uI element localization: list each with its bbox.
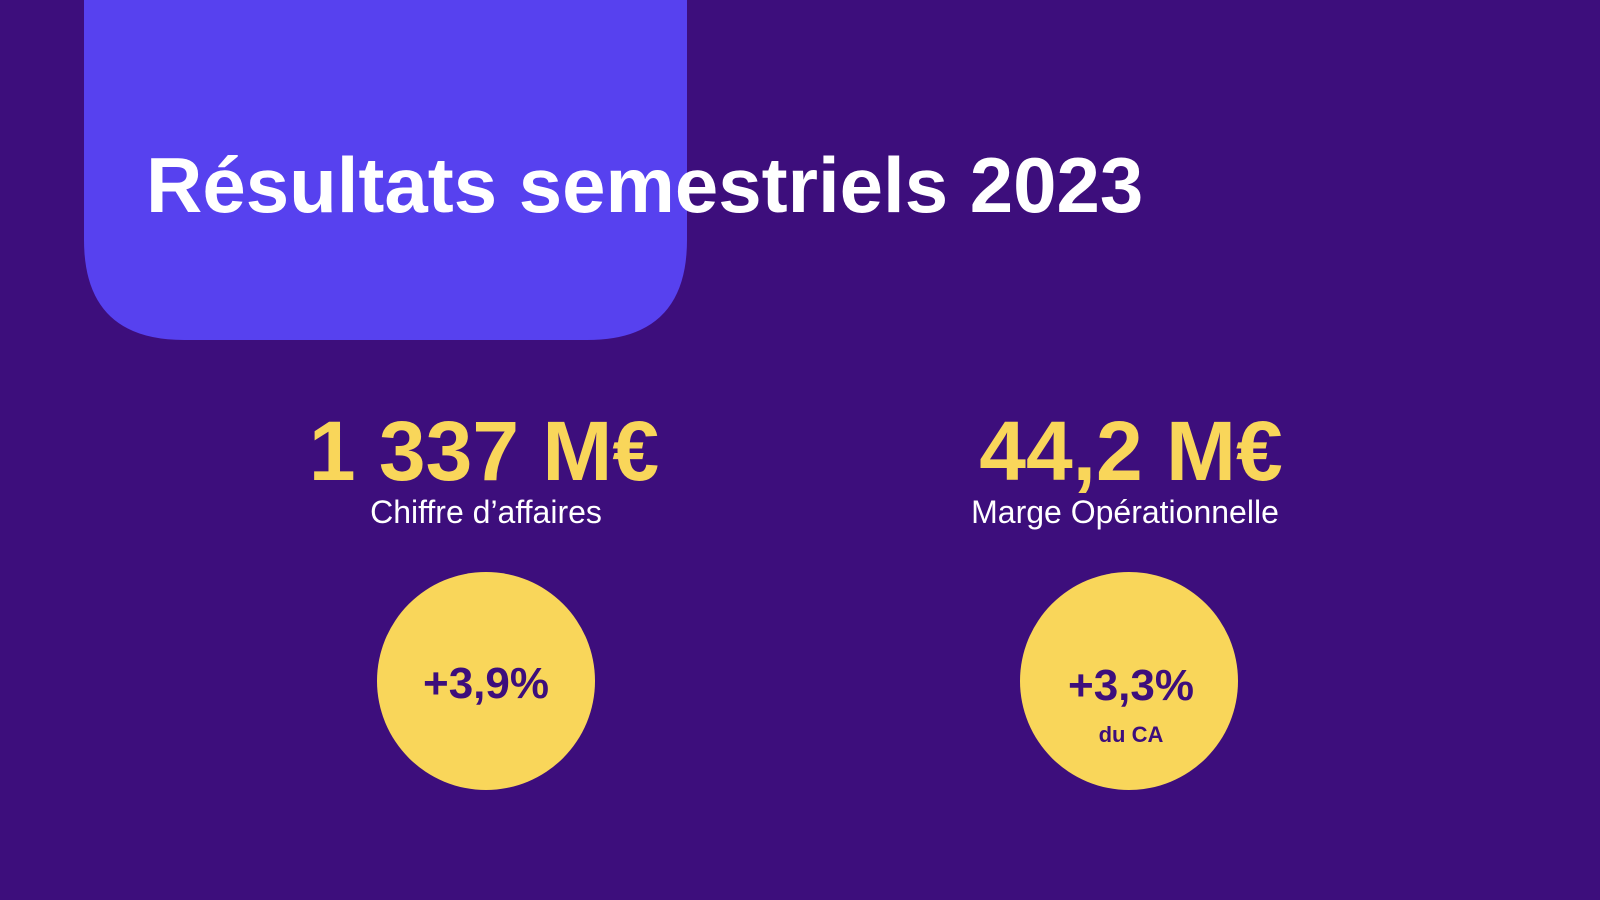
- badge-note: du CA: [1099, 722, 1164, 747]
- accent-shape: [84, 0, 687, 340]
- metric-label: Marge Opérationnelle: [971, 494, 1279, 530]
- metric-value: 44,2 M€: [979, 404, 1283, 498]
- badge-circle: [1020, 572, 1238, 790]
- metric-value: 1 337 M€: [309, 404, 659, 498]
- metric-label: Chiffre d’affaires: [370, 494, 602, 530]
- badge-text: +3,9%: [423, 659, 549, 708]
- badge-circle: [377, 572, 595, 790]
- title: Résultats semestriels 2023: [146, 141, 1143, 229]
- badge-text: +3,3%: [1068, 661, 1194, 710]
